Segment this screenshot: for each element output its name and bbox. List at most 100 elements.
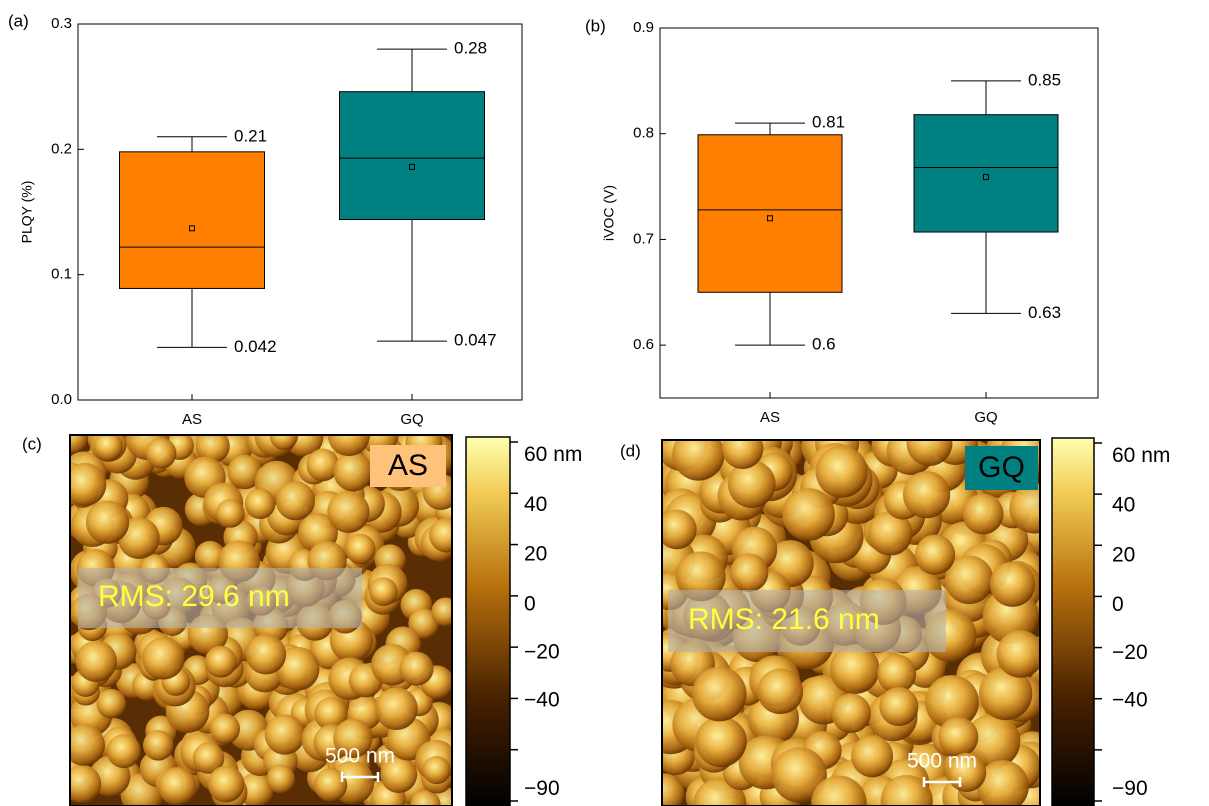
min-label: 0.047: [454, 331, 497, 350]
grain: [902, 471, 951, 519]
grain: [142, 730, 174, 761]
y-tick-label: 0.9: [633, 19, 654, 36]
grain: [976, 760, 1029, 806]
grain: [314, 697, 348, 731]
sample-badge: [965, 446, 1038, 490]
grain: [1009, 483, 1040, 534]
grain: [399, 651, 434, 686]
grain: [815, 445, 868, 498]
grain: [264, 714, 305, 755]
grain: [227, 454, 262, 490]
grain: [867, 510, 913, 556]
mean-marker: [189, 225, 195, 232]
y-tick-label: 0.3: [51, 15, 72, 32]
grain: [880, 774, 933, 806]
grain: [990, 561, 1036, 607]
grain: [925, 675, 979, 729]
mean-marker: [409, 163, 415, 170]
rms-box: [668, 590, 946, 652]
grain: [829, 644, 880, 694]
plot-frame: [77, 23, 523, 401]
plot-frame: [659, 27, 1099, 399]
grain: [757, 668, 804, 715]
box: [339, 91, 485, 221]
scale-bar: [340, 772, 380, 782]
grain: [145, 437, 177, 469]
min-label: 0.63: [1028, 303, 1061, 322]
grain: [93, 435, 123, 461]
grain: [408, 608, 439, 639]
grain: [965, 713, 1021, 769]
colorbar: [1051, 437, 1095, 806]
grain: [914, 534, 956, 575]
mean-marker: [767, 215, 773, 222]
grain: [422, 756, 451, 785]
grain: [195, 435, 230, 464]
image-frame: [69, 434, 453, 806]
mean-marker: [983, 174, 989, 181]
afm-image: [662, 440, 1040, 806]
grain: [244, 488, 276, 519]
x-tick-label: AS: [760, 409, 780, 426]
grain: [314, 768, 348, 802]
colorbar-tick-label: 60 nm: [1112, 444, 1170, 467]
grain: [380, 756, 418, 793]
grain: [275, 646, 320, 691]
grain: [944, 555, 994, 605]
grain: [158, 767, 197, 806]
grain: [811, 775, 867, 806]
grain: [431, 597, 452, 627]
colorbar-tick-label: 20: [1112, 543, 1135, 566]
grain: [879, 687, 919, 727]
grain: [727, 460, 776, 508]
y-tick-label: 0.6: [633, 336, 654, 353]
colorbar-tick-label: 40: [524, 493, 547, 516]
grain: [662, 509, 697, 550]
grain: [978, 666, 1033, 721]
grain: [675, 551, 726, 602]
colorbar-tick-label: 0: [524, 592, 536, 615]
colorbar-tick-label: −20: [524, 640, 560, 663]
grain: [721, 440, 764, 470]
box: [119, 151, 265, 289]
x-tick-label: GQ: [974, 409, 997, 426]
box: [697, 134, 843, 293]
y-tick-label: 0.8: [633, 125, 654, 142]
rms-box: [78, 568, 362, 628]
panel-label: (d): [620, 441, 641, 460]
grain: [345, 533, 376, 565]
grain: [938, 717, 979, 758]
min-label: 0.6: [812, 335, 836, 354]
y-tick-label: 0.2: [51, 140, 72, 157]
grain: [333, 452, 373, 492]
grain: [238, 772, 274, 806]
colorbar-tick-label: −40: [1112, 689, 1148, 712]
grain: [996, 630, 1040, 678]
grain: [429, 517, 452, 553]
grain: [730, 553, 769, 592]
grain: [962, 493, 1004, 535]
max-label: 0.21: [234, 126, 267, 145]
rms-label: RMS: 21.6 nm: [688, 603, 880, 636]
grain: [70, 764, 102, 804]
colorbar-tick-label: 60 nm: [524, 443, 582, 466]
grain: [906, 440, 953, 466]
colorbar-tick-label: 0: [1112, 593, 1124, 616]
grain: [75, 640, 118, 683]
colorbar-tick-label: 20: [524, 543, 547, 566]
grain: [368, 577, 398, 606]
y-tick-label: 0.1: [51, 266, 72, 283]
grain: [192, 742, 225, 774]
grain: [70, 435, 89, 454]
panel-label: (a): [8, 11, 29, 30]
panel-label: (b): [585, 16, 606, 35]
sample-badge: [370, 445, 446, 487]
colorbar-tick-label: −90: [1112, 777, 1148, 800]
grain: [142, 637, 185, 680]
y-axis-title: PLQY (%): [19, 181, 35, 244]
grain: [207, 765, 245, 803]
grain: [333, 718, 373, 759]
colorbar-tick-label: −90: [524, 777, 560, 800]
grain: [327, 435, 370, 457]
grain: [771, 747, 827, 803]
